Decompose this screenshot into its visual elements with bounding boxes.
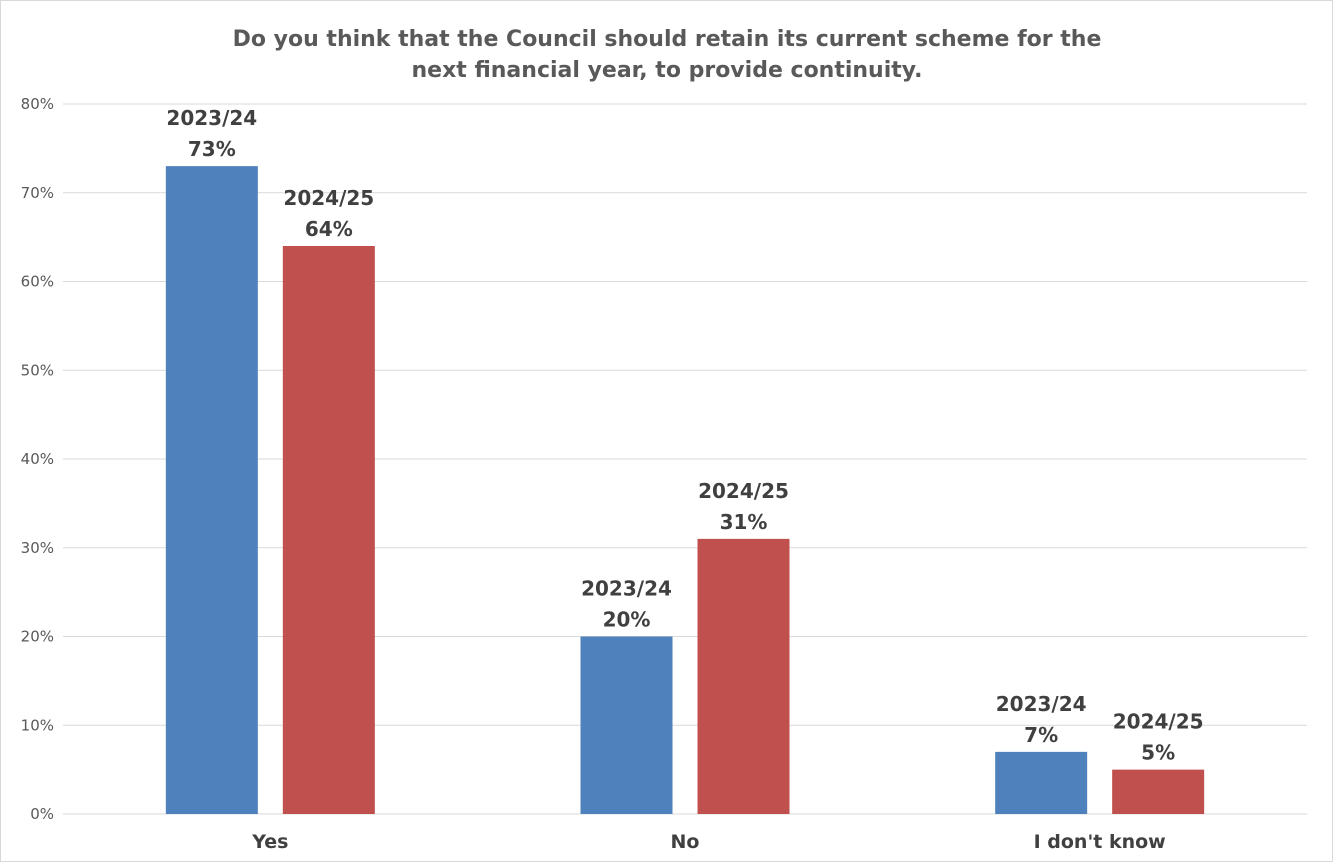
data-label-series-yes-2024-25: 2024/25 [283, 186, 374, 210]
chart-title: Do you think that the Council should ret… [233, 27, 1102, 83]
y-tick-label-40: 40% [21, 450, 54, 468]
y-tick-label-80: 80% [21, 95, 54, 113]
y-tick-label-20: 20% [21, 628, 54, 646]
chart-title-line-1: Do you think that the Council should ret… [233, 27, 1102, 52]
y-axis-ticks: 0% 10% 20% 30% 40% 50% 60% 70% 80% [21, 95, 54, 823]
chart-title-line-2: next financial year, to provide continui… [412, 58, 923, 83]
bar-yes-2023-24 [165, 166, 258, 814]
y-tick-label-70: 70% [21, 184, 54, 202]
data-label-value-i-don-t-know-2023-24: 7% [1024, 723, 1058, 747]
bar-i-don-t-know-2023-24 [995, 751, 1088, 814]
data-label-value-i-don-t-know-2024-25: 5% [1141, 741, 1175, 765]
gridlines [63, 103, 1307, 815]
bars [165, 166, 1205, 814]
data-label-value-yes-2023-24: 73% [188, 137, 236, 161]
y-tick-label-60: 60% [21, 273, 54, 291]
y-tick-label-0: 0% [30, 805, 54, 823]
data-label-value-no-2024-25: 31% [720, 510, 768, 534]
bar-no-2024-25 [697, 538, 790, 814]
data-label-series-no-2024-25: 2024/25 [698, 479, 789, 503]
bar-yes-2024-25 [282, 246, 375, 814]
x-tick-label-no: No [671, 831, 700, 853]
y-tick-label-50: 50% [21, 361, 54, 379]
x-tick-label-yes: Yes [251, 831, 288, 853]
bar-no-2023-24 [580, 636, 673, 814]
data-label-series-i-don-t-know-2023-24: 2023/24 [996, 692, 1087, 716]
x-tick-label-i-don-t-know: I don't know [1034, 831, 1166, 853]
data-label-series-no-2023-24: 2023/24 [581, 577, 672, 601]
data-label-value-yes-2024-25: 64% [305, 217, 353, 241]
data-labels: 2023/24 73% 2024/25 64% 2023/24 20% 2024/25 31%… [166, 106, 1203, 765]
data-label-series-i-don-t-know-2024-25: 2024/25 [1113, 710, 1204, 734]
y-tick-label-30: 30% [21, 539, 54, 557]
bar-i-don-t-know-2024-25 [1112, 769, 1205, 814]
data-label-value-no-2023-24: 20% [603, 608, 651, 632]
y-tick-label-10: 10% [21, 716, 54, 734]
x-axis-ticks: Yes No I don't know [251, 831, 1166, 853]
data-label-series-yes-2023-24: 2023/24 [166, 106, 257, 130]
